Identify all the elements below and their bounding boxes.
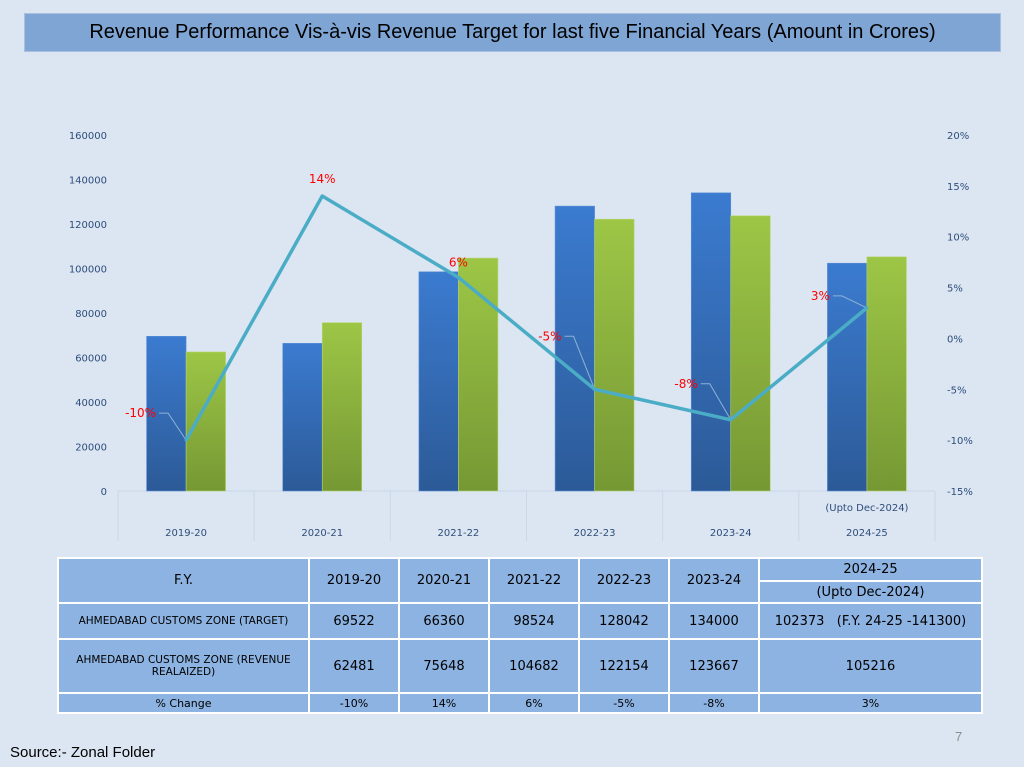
right-axis-tick-label: 15% [947,182,969,193]
target-bar [418,271,459,492]
category-label: 2020-21 [301,528,343,539]
left-axis-tick-label: 160000 [69,131,107,142]
revenue-chart: 0 20000 40000 60000 80000 100000 120000 140000 1… [69,131,973,541]
cell: 66360 [398,602,490,640]
year-header: 2019-20 [308,557,400,604]
category-axis-grid [117,490,936,541]
target-bar [690,192,732,492]
data-label: -5% [538,329,561,343]
fy-header: F.Y. [57,557,310,604]
leader-line [832,295,868,309]
left-axis-tick-label: 100000 [69,265,107,276]
target-bar [282,343,323,492]
realized-bar [458,257,499,492]
left-axis-tick-label: 60000 [75,354,107,365]
category-label: 2021-22 [438,528,480,539]
category-label: 2022-23 [574,528,616,539]
left-axis-tick-label: 40000 [75,398,107,409]
cell: 75648 [398,638,490,694]
line-point [456,275,460,279]
cell: 62481 [308,638,400,694]
cell: -5% [578,692,670,714]
line-point [320,194,324,198]
year-header: 2021-22 [488,557,580,604]
left-axis-tick-label: 120000 [69,220,107,231]
data-label: 14% [309,172,336,186]
cell: 98524 [488,602,580,640]
cell: 69522 [308,602,400,640]
cell: 122154 [578,638,670,694]
realized-bar [185,351,226,492]
year-header: 2023-24 [668,557,760,604]
slide-title: Revenue Performance Vis-à-vis Revenue Ta… [24,13,1001,52]
target-bar [827,262,868,492]
right-axis-tick-label: 10% [947,233,969,244]
cell: 128042 [578,602,670,640]
left-axis-tick-label: 80000 [75,309,107,320]
category-labels: 2019-20 2020-21 2021-22 2022-23 2023-24 2024-… [165,503,908,539]
left-axis-tick-label: 20000 [75,443,107,454]
line-point [184,438,188,442]
year-header: 2020-21 [398,557,490,604]
realized-bar [866,256,907,492]
right-axis-tick-label: -15% [947,487,973,498]
table-row: AHMEDABAD CUSTOMS ZONE (TARGET) 69522 66… [57,602,983,640]
cell: 102373 (F.Y. 24-25 -141300) [758,602,983,640]
right-axis-tick-label: -10% [947,436,973,447]
cell: -10% [308,692,400,714]
data-table: F.Y. 2019-20 2020-21 2021-22 2022-23 202… [57,557,983,714]
leader-line [159,412,187,441]
data-label: -10% [125,406,156,420]
label-leader-lines [159,295,868,441]
table-row: % Change -10% 14% 6% -5% -8% 3% [57,692,983,714]
realized-bar [321,322,363,492]
data-label: 3% [811,289,830,303]
right-axis-tick-label: 20% [947,131,969,142]
percent-change-line [184,194,869,442]
category-sublabel: (Upto Dec-2024) [825,503,908,514]
data-labels: -10% 14% 6% -5% -8% 3% [125,172,830,420]
row-label: % Change [57,692,310,714]
category-label: 2024-25 [846,528,888,539]
right-axis-tick-label: 5% [947,284,963,295]
left-axis-ticks: 0 20000 40000 60000 80000 100000 120000 140000 1… [69,131,107,498]
year-header: 2024-25 [758,557,983,582]
cell: 6% [488,692,580,714]
right-axis-tick-label: 0% [947,334,963,345]
percent-change-line-path [184,194,869,441]
cell: 3% [758,692,983,714]
year-header: 2022-23 [578,557,670,604]
right-axis-ticks: -15% -10% -5% 0% 5% 10% 15% 20% [947,131,973,498]
row-label: AHMEDABAD CUSTOMS ZONE (REVENUE REALAIZE… [57,638,310,694]
line-point [865,306,869,310]
left-axis-tick-label: 0 [101,487,107,498]
data-label: 6% [449,255,468,269]
row-label: AHMEDABAD CUSTOMS ZONE (TARGET) [57,602,310,640]
leader-line [564,335,596,390]
table-row: AHMEDABAD CUSTOMS ZONE (REVENUE REALAIZE… [57,638,983,694]
category-label: 2019-20 [165,528,207,539]
cell: 134000 [668,602,760,640]
right-axis-tick-label: -5% [947,385,966,396]
cell: 14% [398,692,490,714]
realized-bar [730,215,771,492]
target-bar [554,205,595,492]
year-note: (Upto Dec-2024) [758,580,983,604]
source-note: Source:- Zonal Folder [10,744,156,761]
line-point [593,387,597,391]
realized-bar [594,218,635,492]
data-label: -8% [674,377,697,391]
line-point [729,418,733,422]
leader-line [700,383,732,421]
cell: 104682 [488,638,580,694]
cell: -8% [668,692,760,714]
bars [146,192,907,492]
left-axis-tick-label: 140000 [69,176,107,187]
cell: 123667 [668,638,760,694]
cell: 105216 [758,638,983,694]
page-number: 7 [955,729,963,744]
category-label: 2023-24 [710,528,752,539]
